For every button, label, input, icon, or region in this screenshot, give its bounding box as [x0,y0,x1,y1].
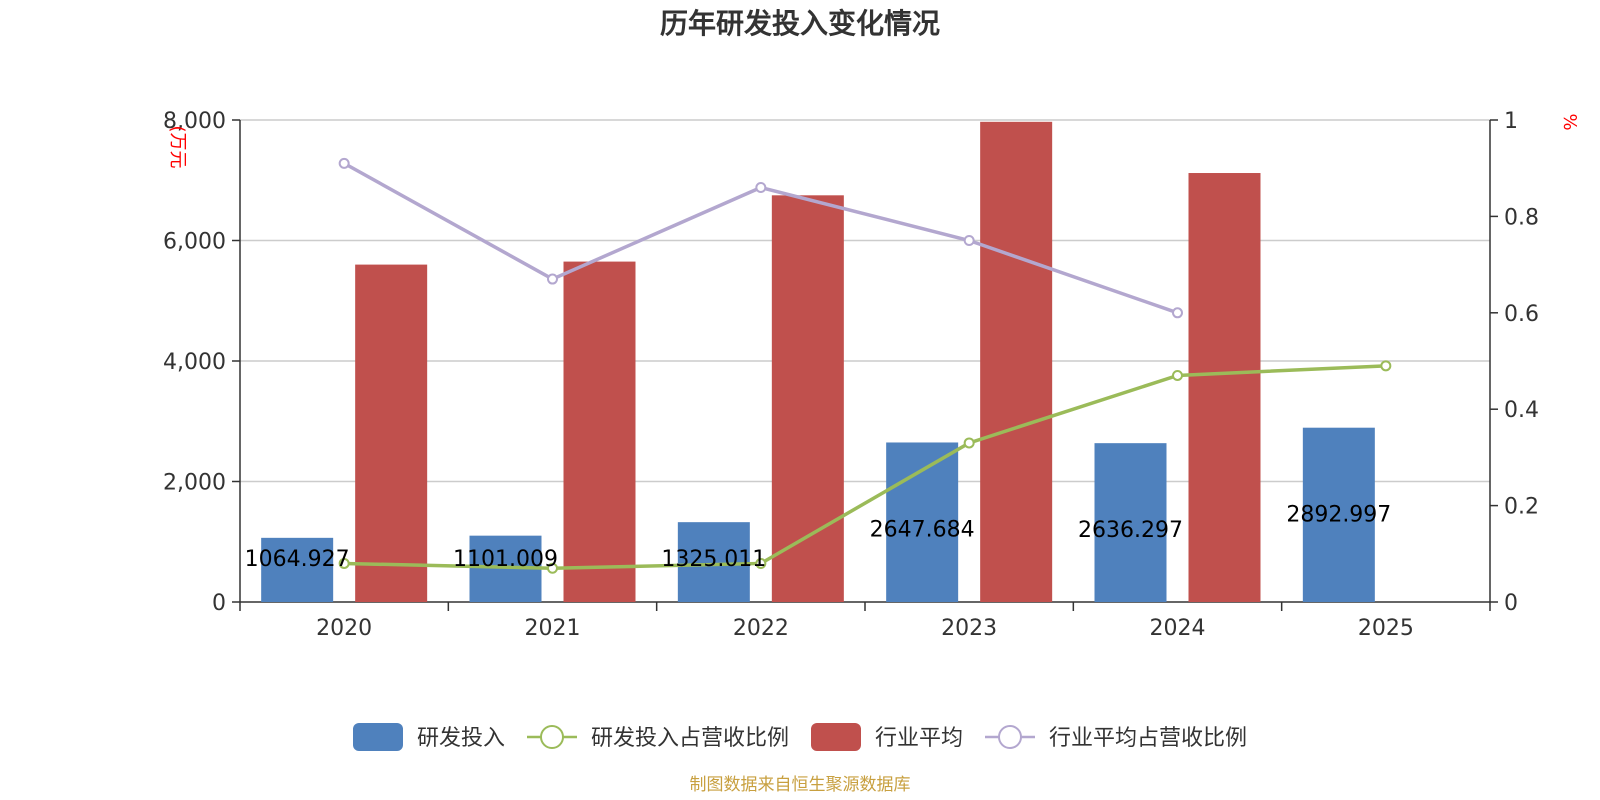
line-point [1172,307,1183,319]
bar-data-label: 1064.927 [245,547,350,572]
bar [771,195,844,602]
y-left-tick-label: 2,000 [163,471,226,496]
y-right-tick-label: 1 [1504,109,1518,134]
line-point [755,557,767,569]
y-right-tick-label: 0.6 [1504,302,1539,327]
legend-label: 行业平均 [875,726,963,751]
y-left-tick-label: 6,000 [163,230,226,255]
line-point [1380,360,1392,372]
legend-label: 行业平均占营收比例 [1049,726,1247,751]
legend-label: 研发投入占营收比例 [591,726,789,751]
bar-data-label: 2636.297 [1078,518,1183,543]
bar-data-label: 2647.684 [870,517,975,542]
line-point [338,557,350,569]
line-point [338,157,350,169]
y-right-tick-label: 0.2 [1504,495,1539,520]
line-point [755,181,767,193]
y-right-tick-label: 0.4 [1504,398,1539,423]
legend-marker [540,725,564,749]
y-left-tick-label: 4,000 [163,350,226,375]
y-left-unit-label: (万元 [167,125,188,168]
x-tick-label: 2022 [733,616,789,641]
chart-title: 历年研发投入变化情况 [660,7,940,40]
line-point [963,437,975,449]
legend: 研发投入 研发投入占营收比例 行业平均 行业平均占营收比例 [353,723,1247,751]
x-tick-label: 2024 [1150,616,1206,641]
data-labels: 1064.927 1101.009 1325.011 2647.684 2636.297… [245,503,1392,572]
bar [355,264,428,602]
series-line [344,364,1386,571]
bar [980,121,1053,603]
bar [677,522,750,602]
axes: 0 2,000 4,000 6,000 8,000 0 0.2 0.4 0.6 0.8 1 (万元% 2… [163,109,1580,641]
bar [1094,443,1167,602]
bar [563,261,636,602]
grid-lines [240,119,1490,483]
y-right-unit-label: % [1559,113,1580,130]
legend-marker [998,725,1022,749]
x-tick-label: 2020 [316,616,372,641]
bar-data-label: 1101.009 [453,547,558,572]
line-point [963,235,975,246]
y-right-tick-label: 0 [1504,591,1518,616]
line-point [1172,369,1183,381]
bar [1188,173,1261,602]
bar-data-label: 2892.997 [1286,503,1391,528]
bar [1302,427,1375,602]
legend-swatch [811,723,861,751]
y-right-tick-label: 0.8 [1504,205,1539,230]
x-tick-label: 2025 [1358,616,1414,641]
legend-swatch [353,723,403,751]
bar [261,537,334,602]
series-lines [338,157,1392,574]
bars [261,121,1375,603]
legend-label: 研发投入 [417,726,505,751]
source-note: 制图数据来自恒生聚源数据库 [690,775,911,795]
line-point [547,562,558,574]
x-tick-label: 2023 [941,616,997,641]
y-left-tick-label: 8,000 [163,109,226,134]
x-tick-label: 2021 [525,616,581,641]
bar-data-label: 1325.011 [661,547,766,572]
y-left-tick-label: 0 [212,591,226,616]
line-point [547,273,558,285]
